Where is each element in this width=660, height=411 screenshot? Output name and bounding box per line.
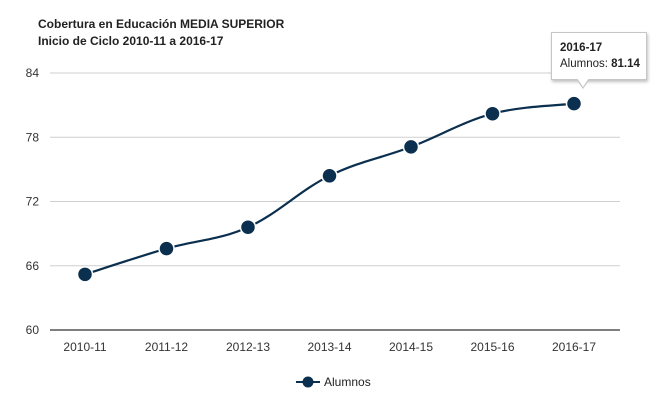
legend-label-alumnos: Alumnos xyxy=(324,375,371,389)
series-points xyxy=(76,95,583,283)
data-tooltip: 2016-17 Alumnos: 81.14 xyxy=(551,32,647,89)
y-tick-label: 78 xyxy=(26,130,40,144)
x-tick-label: 2014-15 xyxy=(389,340,433,354)
y-tick-label: 72 xyxy=(26,195,40,209)
x-tick-label: 2010-11 xyxy=(63,340,106,354)
y-tick-label: 84 xyxy=(26,66,40,80)
y-axis-ticks: 60 66 72 78 84 xyxy=(26,66,40,337)
data-point[interactable] xyxy=(565,95,583,112)
tooltip-category: 2016-17 xyxy=(560,42,603,54)
tooltip-value: 81.14 xyxy=(611,58,640,70)
legend[interactable]: Alumnos xyxy=(296,372,371,392)
data-point[interactable] xyxy=(402,138,420,156)
data-point[interactable] xyxy=(321,167,338,185)
data-point[interactable] xyxy=(158,240,175,257)
x-tick-label: 2012-13 xyxy=(226,340,270,354)
data-point[interactable] xyxy=(76,266,94,283)
x-tick-label: 2015-16 xyxy=(470,340,514,354)
data-point[interactable] xyxy=(484,105,501,122)
chart-title: Cobertura en Educación MEDIA SUPERIOR xyxy=(38,17,285,31)
x-tick-label: 2013-14 xyxy=(307,340,351,354)
y-tick-label: 66 xyxy=(26,259,40,273)
x-tick-label: 2011-12 xyxy=(145,340,188,354)
tooltip-value-row: Alumnos: 81.14 xyxy=(560,56,646,72)
x-tick-label: 2016-17 xyxy=(552,340,596,354)
x-axis-ticks: 2010-11 2011-12 2012-13 2013-14 2014-15 2015-… xyxy=(63,340,596,354)
grid-lines xyxy=(50,72,620,331)
data-point[interactable] xyxy=(239,218,257,236)
y-tick-label: 60 xyxy=(26,323,40,337)
legend-swatch xyxy=(296,376,320,388)
chart-subtitle: Inicio de Ciclo 2010-11 a 2016-17 xyxy=(38,34,224,48)
tooltip-series-label: Alumnos: xyxy=(560,58,608,70)
chart-title-block: Cobertura en Educación MEDIA SUPERIOR In… xyxy=(38,16,284,50)
